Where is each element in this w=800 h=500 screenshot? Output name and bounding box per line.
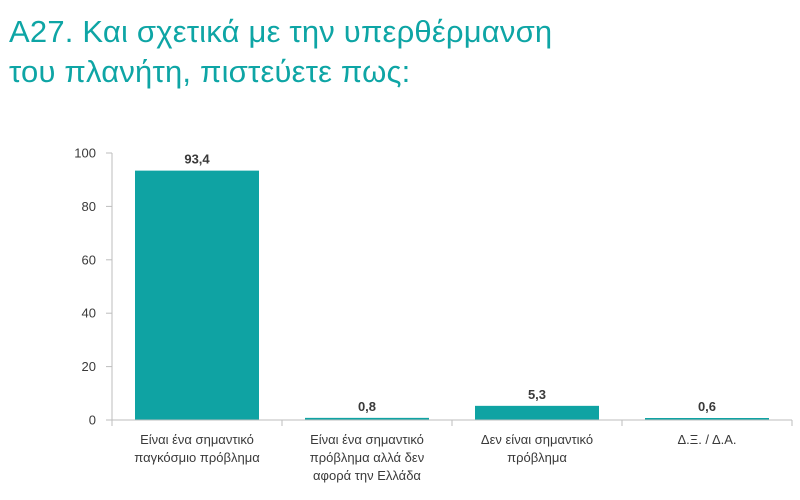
- chart-title-line-2: του πλανήτη, πιστεύετε πως:: [9, 54, 411, 89]
- category-label: πρόβλημα αλλά δεν: [310, 450, 424, 465]
- y-tick-label: 100: [74, 146, 96, 161]
- category-label: αφορά την Ελλάδα: [313, 468, 421, 483]
- bar: [645, 418, 769, 420]
- y-tick-label: 60: [82, 252, 96, 267]
- y-tick-label: 0: [89, 413, 96, 428]
- category-label: Είναι ένα σημαντικό: [140, 432, 254, 447]
- bar: [135, 170, 259, 420]
- bar: [475, 405, 599, 420]
- chart-title: A27. Και σχετικά με την υπερθέρμανση του…: [9, 12, 789, 92]
- data-label: 0,8: [358, 399, 376, 414]
- category-label: Δ.Ξ. / Δ.Α.: [677, 432, 736, 447]
- category-label: Δεν είναι σημαντικό: [481, 432, 593, 447]
- y-tick-label: 80: [82, 199, 96, 214]
- category-label: παγκόσμιο πρόβλημα: [134, 450, 260, 465]
- y-tick-label: 20: [82, 359, 96, 374]
- y-axis: 0 20 40 60 80 100: [74, 146, 113, 428]
- bar: [305, 417, 429, 420]
- bars: 93,4 0,8 5,3 0,6: [135, 152, 769, 420]
- chart-title-line-1: A27. Και σχετικά με την υπερθέρμανση: [9, 14, 553, 49]
- y-tick-label: 40: [82, 306, 96, 321]
- x-axis: Είναι ένα σημαντικό παγκόσμιο πρόβλημα Είν…: [111, 419, 793, 483]
- data-label: 5,3: [528, 387, 546, 402]
- category-label: πρόβλημα: [507, 450, 567, 465]
- data-label: 93,4: [184, 152, 210, 167]
- data-label: 0,6: [698, 399, 716, 414]
- category-label: Είναι ένα σημαντικό: [310, 432, 424, 447]
